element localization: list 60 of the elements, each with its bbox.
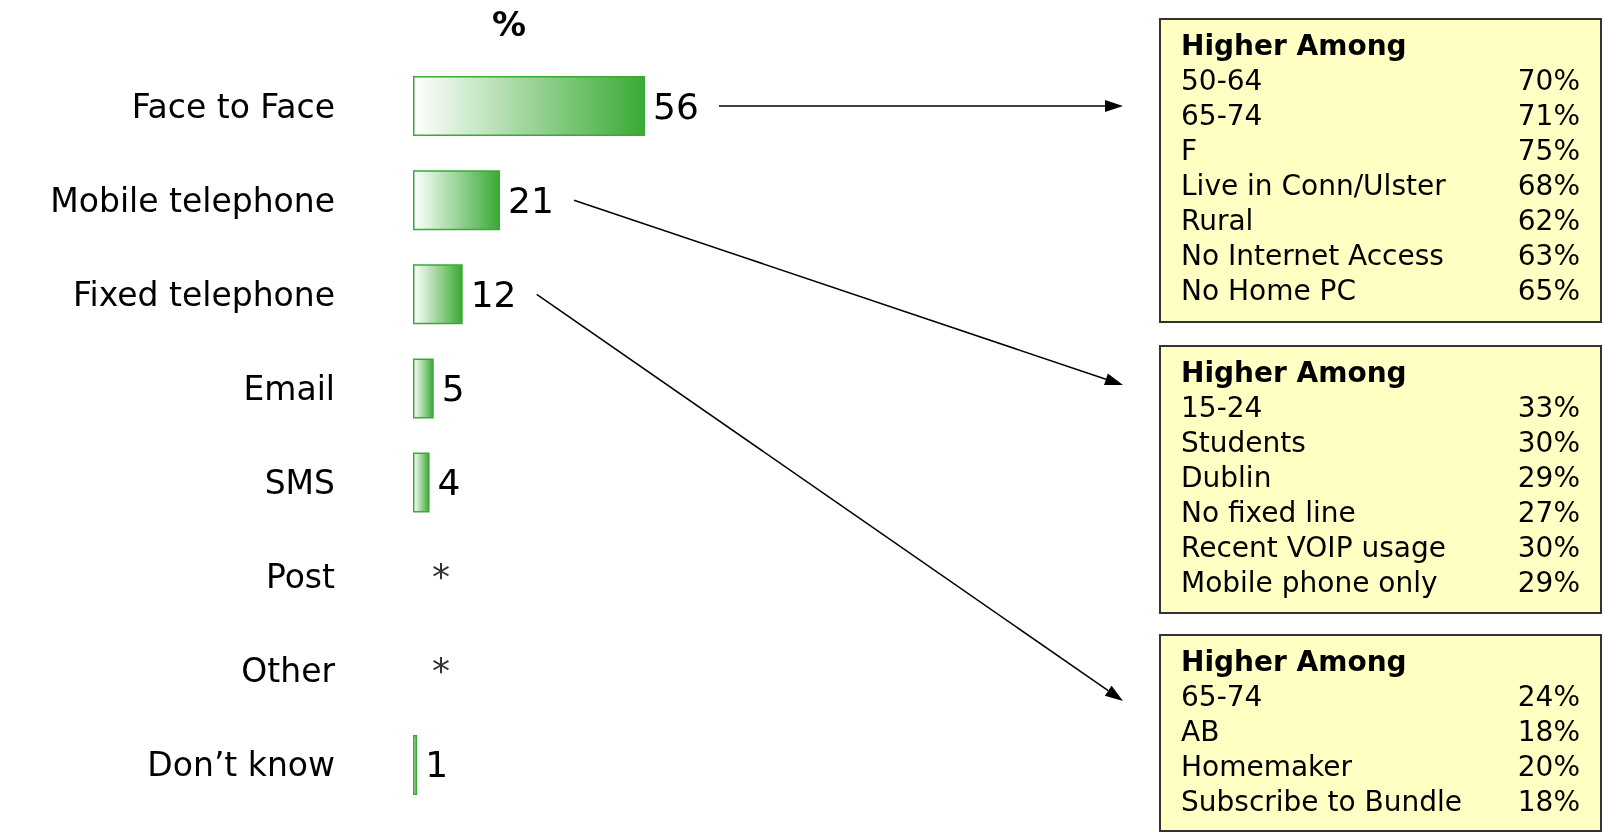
text: 33% <box>1517 390 1580 425</box>
text: 30% <box>1517 425 1580 460</box>
text: * <box>432 650 450 692</box>
text: Mobile phone only <box>1181 565 1438 600</box>
data-label: 4 <box>437 462 461 504</box>
text: 18% <box>1517 714 1580 749</box>
text: 65-74 <box>1181 679 1263 714</box>
y-tick-label: Don’t know <box>147 745 335 785</box>
text: Subscribe to Bundle <box>1181 784 1462 819</box>
text: Higher Among <box>1181 644 1407 679</box>
data-label: 12 <box>470 273 517 315</box>
data-label: 5 <box>441 367 465 409</box>
bar <box>413 76 645 137</box>
text: 24% <box>1517 679 1580 714</box>
text: 18% <box>1517 784 1580 819</box>
y-tick-label: SMS <box>264 463 335 503</box>
text: 63% <box>1517 238 1580 273</box>
text: Recent VOIP usage <box>1181 530 1446 565</box>
text: 30% <box>1517 530 1580 565</box>
text: * <box>432 556 450 598</box>
text: 27% <box>1517 495 1580 530</box>
text: 65% <box>1517 273 1580 308</box>
text: 75% <box>1517 133 1580 168</box>
text: 65-74 <box>1181 98 1263 133</box>
text: 29% <box>1517 460 1580 495</box>
y-tick-label: Post <box>265 557 336 597</box>
bar <box>413 170 500 231</box>
text: Live in Conn/Ulster <box>1181 168 1446 203</box>
y-tick-label: Mobile telephone <box>50 180 335 220</box>
y-tick-label: Face to Face <box>131 86 335 126</box>
y-tick-label: Fixed telephone <box>73 274 335 314</box>
text: Higher Among <box>1181 28 1407 63</box>
text: Dublin <box>1181 460 1272 495</box>
text: 50-64 <box>1181 63 1263 98</box>
text: No fixed line <box>1181 495 1356 530</box>
data-label: 56 <box>653 85 699 127</box>
text: Homemaker <box>1181 749 1353 784</box>
bar <box>413 734 418 795</box>
text: 62% <box>1517 203 1580 238</box>
text: F <box>1181 133 1198 168</box>
text: 70% <box>1517 63 1580 98</box>
text: 71% <box>1517 98 1580 133</box>
bar <box>413 264 463 325</box>
data-label: 1 <box>425 744 449 786</box>
y-tick-label: Email <box>243 368 335 408</box>
text: 29% <box>1517 565 1580 600</box>
text: Higher Among <box>1181 355 1407 390</box>
chart-title: % <box>492 4 527 44</box>
text: Rural <box>1181 203 1254 238</box>
text: No Internet Access <box>1181 238 1444 273</box>
text: AB <box>1181 714 1220 749</box>
text: 20% <box>1517 749 1580 784</box>
y-tick-label: Other <box>241 651 336 691</box>
bar <box>413 452 430 513</box>
text: 15-24 <box>1181 390 1263 425</box>
text: Students <box>1181 425 1306 460</box>
text: No Home PC <box>1181 273 1356 308</box>
text: 68% <box>1517 168 1580 203</box>
data-label: 21 <box>508 179 554 221</box>
bar <box>413 358 434 419</box>
